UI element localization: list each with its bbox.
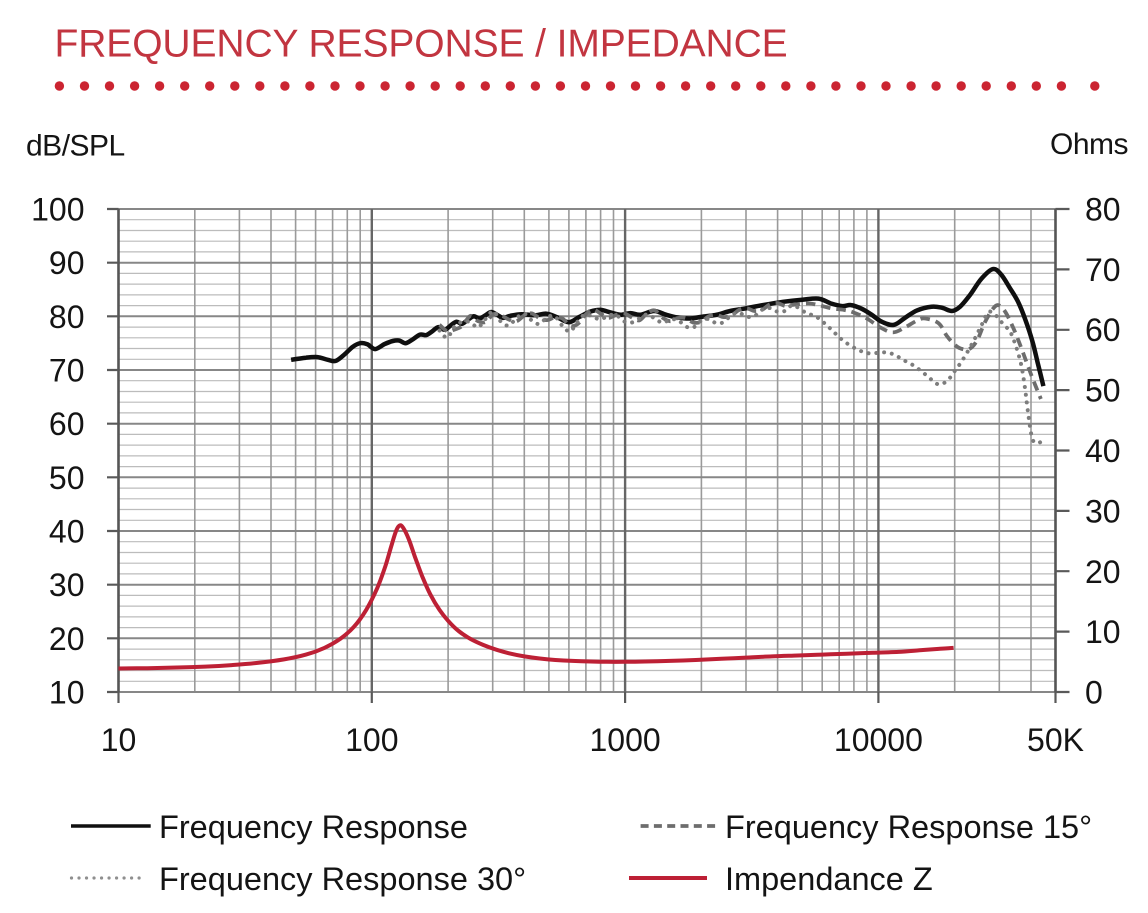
svg-text:50: 50	[1085, 373, 1121, 409]
svg-text:10000: 10000	[834, 722, 923, 758]
svg-text:100: 100	[31, 192, 84, 228]
svg-text:50: 50	[49, 460, 85, 496]
svg-text:80: 80	[1085, 192, 1121, 228]
svg-text:10: 10	[101, 722, 137, 758]
svg-text:Ohms: Ohms	[1050, 128, 1128, 161]
svg-text:60: 60	[49, 406, 85, 442]
svg-text:Frequency Response 15°: Frequency Response 15°	[725, 809, 1092, 845]
svg-text:10: 10	[1085, 614, 1121, 650]
svg-text:40: 40	[49, 514, 85, 550]
svg-text:Frequency Response: Frequency Response	[159, 809, 468, 845]
svg-text:90: 90	[49, 245, 85, 281]
svg-text:Frequency Response 30°: Frequency Response 30°	[159, 861, 526, 897]
svg-text:0: 0	[1085, 675, 1103, 711]
svg-text:1000: 1000	[590, 722, 661, 758]
svg-text:100: 100	[345, 722, 398, 758]
svg-text:FREQUENCY RESPONSE / IMPEDANCE: FREQUENCY RESPONSE / IMPEDANCE	[55, 23, 788, 66]
svg-text:70: 70	[1085, 252, 1121, 288]
svg-text:60: 60	[1085, 312, 1121, 348]
svg-text:20: 20	[1085, 554, 1121, 590]
svg-text:70: 70	[49, 353, 85, 389]
svg-text:dB/SPL: dB/SPL	[26, 130, 125, 163]
svg-text:30: 30	[49, 567, 85, 603]
svg-text:20: 20	[49, 621, 85, 657]
svg-text:30: 30	[1085, 493, 1121, 529]
svg-text:Impendance Z: Impendance Z	[725, 861, 933, 897]
svg-text:80: 80	[49, 299, 85, 335]
svg-text:10: 10	[49, 675, 85, 711]
svg-text:50K: 50K	[1027, 722, 1084, 758]
svg-text:40: 40	[1085, 433, 1121, 469]
